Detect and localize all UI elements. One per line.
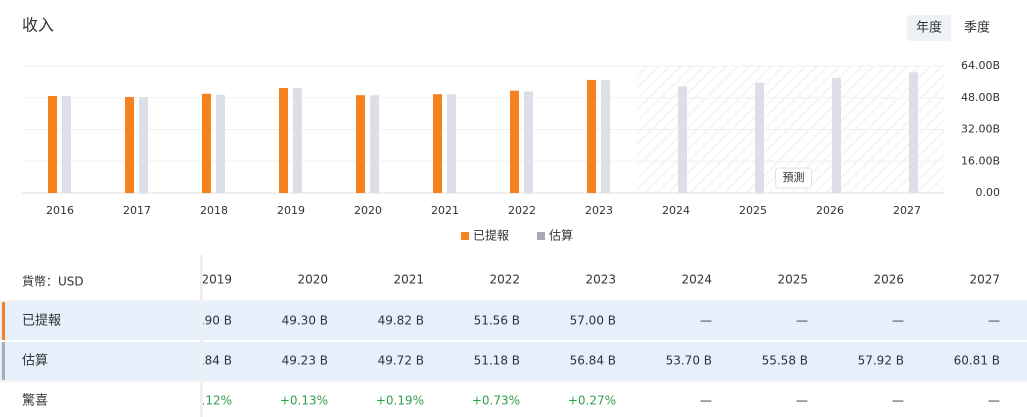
bar	[909, 72, 918, 193]
row-bg	[0, 342, 1027, 380]
row-indicator	[2, 342, 5, 380]
cell: 57.92 B	[858, 354, 904, 368]
row-bg	[0, 302, 1027, 340]
bar	[524, 91, 533, 193]
bar	[832, 78, 841, 193]
row-label: 已提報	[22, 313, 61, 329]
bar	[755, 82, 764, 193]
cell: 49.30 B	[282, 314, 328, 328]
cell: —	[988, 394, 1000, 408]
bar	[601, 80, 610, 193]
forecast-badge	[775, 167, 812, 189]
x-tick-label: 2026	[816, 204, 844, 217]
x-tick-label: 2027	[893, 204, 921, 217]
bar	[510, 90, 519, 193]
cell: —	[892, 314, 904, 328]
cell: .84 B	[201, 354, 232, 368]
column-header: 2025	[777, 273, 808, 287]
x-tick-label: 2019	[277, 204, 305, 217]
toggle-selected-bg	[907, 15, 951, 41]
bar	[370, 95, 379, 193]
y-tick-label: 48.00B	[961, 91, 1000, 104]
cell: 49.82 B	[378, 314, 424, 328]
legend-label: 估算	[549, 228, 573, 243]
forecast-label: 預測	[783, 170, 805, 184]
row-label: 驚喜	[22, 393, 48, 409]
cell: +0.13%	[280, 394, 328, 408]
y-tick-label: 0.00	[976, 186, 1001, 199]
chart: 預測 0.00 16.00B 32.00B 48.00B 64.00B 2016 2017 20…	[22, 59, 1000, 243]
cell: 57.00 B	[570, 314, 616, 328]
cell: —	[796, 394, 808, 408]
cell: .90 B	[201, 314, 232, 328]
bar	[62, 95, 71, 193]
cell: +0.27%	[568, 394, 616, 408]
table-columns: 2019 .90 B .84 B 0.12% 2020 49.30 B 49.23 B +0.…	[194, 273, 1000, 408]
bar	[48, 95, 57, 193]
bar	[216, 94, 225, 193]
cell: —	[988, 314, 1000, 328]
bar	[279, 88, 288, 193]
bar	[356, 95, 365, 193]
cell: +0.73%	[472, 394, 520, 408]
cell: —	[796, 314, 808, 328]
column-divider-shadow	[200, 255, 203, 417]
bar	[139, 97, 148, 193]
x-tick-label: 2016	[46, 204, 74, 217]
bar	[125, 96, 134, 193]
cell: 53.70 B	[666, 354, 712, 368]
legend-label: 已提報	[473, 228, 509, 243]
legend-swatch	[461, 232, 469, 240]
cell: —	[700, 394, 712, 408]
x-tick-label: 2022	[508, 204, 536, 217]
column-header: 2027	[969, 273, 1000, 287]
cell: 49.23 B	[282, 354, 328, 368]
y-tick-label: 32.00B	[961, 123, 1000, 136]
column-header: 2022	[489, 273, 520, 287]
column-header: 2021	[393, 273, 424, 287]
bar	[293, 88, 302, 193]
y-tick-label: 16.00B	[961, 154, 1000, 167]
toggle[interactable]: 季度	[964, 20, 990, 36]
bar	[587, 79, 596, 193]
row-indicator	[2, 302, 5, 340]
bar	[433, 94, 442, 193]
cell: 0.12%	[194, 394, 232, 408]
x-tick-label: 2025	[739, 204, 767, 217]
x-tick-label: 2020	[354, 204, 382, 217]
x-tick-label: 2018	[200, 204, 228, 217]
x-tick-label: 2023	[585, 204, 613, 217]
cell: 51.56 B	[474, 314, 520, 328]
column-header: 2023	[585, 273, 616, 287]
chart-title: 收入	[22, 16, 54, 35]
toggle[interactable]: 年度	[916, 20, 942, 36]
y-tick-label: 64.00B	[961, 59, 1000, 72]
cell: 51.18 B	[474, 354, 520, 368]
column-header: 2020	[297, 273, 328, 287]
table-header-label: 貨幣：USD	[22, 274, 84, 289]
x-tick-label: 2017	[123, 204, 151, 217]
column-header: 2024	[681, 273, 712, 287]
cell: 60.81 B	[954, 354, 1000, 368]
cell: —	[892, 394, 904, 408]
x-tick-label: 2024	[662, 204, 690, 217]
cell: 56.84 B	[570, 354, 616, 368]
cell: —	[700, 314, 712, 328]
cell: +0.19%	[376, 394, 424, 408]
bar	[202, 93, 211, 193]
x-tick-label: 2021	[431, 204, 459, 217]
legend-swatch	[537, 232, 545, 240]
bar	[447, 94, 456, 193]
bar	[678, 86, 687, 193]
cell: 49.72 B	[378, 354, 424, 368]
column-header: 2019	[201, 273, 232, 287]
cell: 55.58 B	[762, 354, 808, 368]
column-header: 2026	[873, 273, 904, 287]
row-label: 估算	[22, 354, 48, 369]
